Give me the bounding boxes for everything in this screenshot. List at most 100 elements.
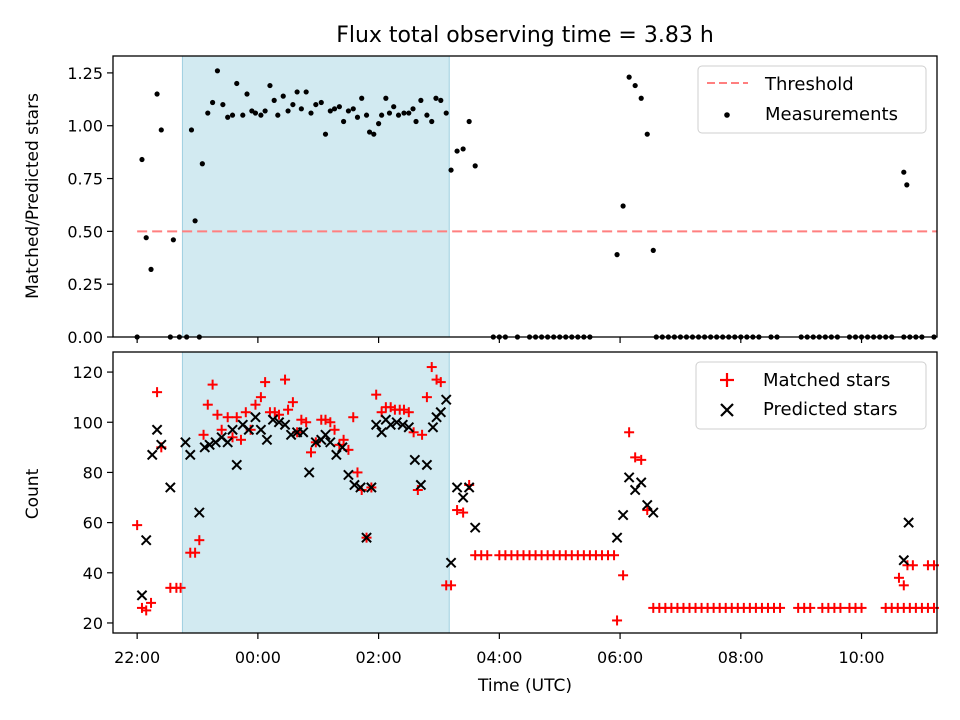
measurement-point [271,97,277,103]
matched-star-point [348,412,359,423]
predicted-star-point [457,492,469,503]
matched-star-point [198,429,209,440]
predicted-star-point [231,459,243,471]
measurement-point [366,129,373,135]
measurement-point [383,95,389,101]
matched-star-point [893,572,904,583]
predicted-star-point [310,437,322,448]
measurement-point [205,110,211,116]
measurement-point [331,106,338,112]
measurement-point [632,82,638,89]
predicted-star-point [227,424,238,436]
top-axes-frame [112,55,938,338]
measurement-point [199,161,205,167]
top-shaded-interval [181,55,450,338]
matched-star-point [907,560,918,571]
matched-star-point [287,397,298,408]
measurement-point [395,112,402,118]
predicted-star-point [415,479,427,491]
bottom-legend: Matched stars Predicted stars [695,361,927,430]
bottom-shaded-interval [181,351,450,634]
bottom-x-tick-label: 02:00 [356,648,402,667]
measurement-point [379,112,385,118]
predicted-stars-series [136,394,914,601]
matched-star-point [240,407,251,418]
predicted-star-point [385,419,396,431]
predicted-star-point [623,472,635,483]
predicted-star-point [250,411,261,423]
predicted-star-point [421,459,433,471]
measurement-point [418,97,424,103]
matched-star-point [636,454,647,465]
measurement-point [359,95,365,101]
bottom-x-tick-label: 04:00 [476,648,522,667]
measurement-point [354,114,361,120]
predicted-star-point [140,534,152,546]
matched-star-point [609,550,620,561]
measurement-point [472,163,478,169]
predicted-star-point [273,416,285,428]
measurement-point [438,97,444,103]
matched-star-point [612,615,623,626]
matched-star-point [250,399,261,410]
predicted-star-point [184,449,196,461]
measurement-point [443,110,449,116]
legend-matched-swatch [720,373,734,387]
measurement-point [139,156,145,163]
bottom-x-tick-label: 22:00 [114,648,160,667]
predicted-star-point [355,482,366,493]
predicted-star-point [343,469,354,481]
matched-star-point [146,597,157,608]
predicted-star-point [297,426,309,438]
predicted-star-point [409,454,421,466]
predicted-star-point [261,434,273,446]
predicted-star-point [370,419,382,431]
measurement-point [158,127,164,133]
measurement-point [644,131,650,137]
measurement-point [620,203,626,209]
predicted-star-point [151,424,163,436]
measurement-point [220,101,226,108]
top-legend: Threshold Measurements [697,65,927,134]
measurement-point [252,110,259,116]
measurement-point [424,112,430,118]
measurement-point [244,91,250,97]
predicted-star-point [611,532,623,543]
measurement-point [322,131,329,137]
measurement-point [363,112,370,118]
measurement-point [401,110,407,116]
predicted-star-point [427,421,439,433]
measurement-point [638,95,644,101]
predicted-star-point [469,522,481,533]
predicted-star-point [285,429,297,441]
matched-star-point [898,580,909,591]
top-panel: Matched/Predicted stars 0.00 0.25 0.50 0.75… [23,55,938,347]
predicted-star-point [635,477,647,488]
bottom-y-axis-label: Count [23,468,43,519]
bottom-x-tick-label: 10:00 [838,648,884,667]
measurement-point [280,93,286,99]
predicted-star-point [391,416,403,428]
predicted-star-point [641,499,653,511]
matched-star-point [283,404,294,415]
matched-star-point [222,412,233,423]
measurement-point [386,110,393,116]
predicted-star-point [349,479,360,491]
matched-star-point [775,602,786,613]
top-y-tick-label: 0.75 [67,170,103,189]
predicted-star-point [361,532,372,543]
matched-star-point [306,447,317,458]
predicted-star-point [180,437,191,448]
matched-star-point [255,392,266,403]
measurement-point [148,266,154,272]
measurement-point [410,106,416,112]
predicted-star-point [376,426,387,438]
legend-matched-label: Matched stars [763,370,890,391]
matched-star-point [403,407,414,418]
matched-star-point [856,602,867,613]
legend-predicted-swatch [720,403,734,417]
predicted-star-point [903,517,914,528]
matched-star-point [408,427,419,438]
top-y-tick-label: 0.25 [67,275,103,294]
matched-star-point [301,417,312,428]
